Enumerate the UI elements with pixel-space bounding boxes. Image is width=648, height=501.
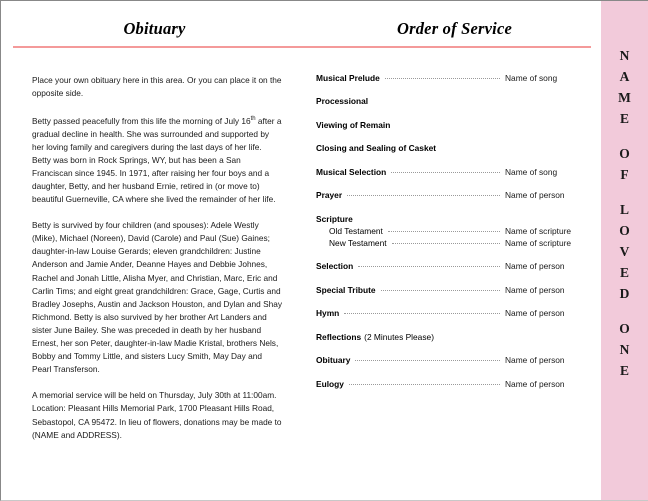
name-spine-panel: N A M E O F L O V E D O N E — [600, 1, 648, 500]
dot-leader — [355, 360, 500, 362]
spine-word-loved: L O V E D — [619, 199, 630, 304]
obituary-paragraph-1: Place your own obituary here in this are… — [32, 74, 282, 98]
dot-leader — [387, 231, 500, 233]
spine-letter: E — [619, 111, 629, 126]
service-item-obituary: Obituary Name of person — [316, 355, 591, 365]
dot-leader — [391, 171, 500, 173]
service-item-musical-prelude: Musical Prelude Name of song — [316, 73, 591, 83]
service-item-new-testament: New Testament Name of scripture — [316, 238, 591, 248]
spine-letter: V — [619, 244, 630, 259]
service-item-label: Processional — [316, 96, 369, 107]
dot-leader — [358, 266, 500, 268]
service-item-note: (2 Minutes Please) — [364, 331, 434, 342]
dot-leader — [384, 77, 500, 79]
spine-letter: E — [619, 265, 629, 280]
spine-letter: E — [619, 363, 629, 378]
service-item-value: Name of scripture — [505, 237, 572, 248]
service-item-value: Name of person — [505, 308, 565, 319]
service-item-label: New Testament — [329, 237, 387, 248]
service-item-value: Name of song — [505, 72, 558, 83]
spine-letter: O — [619, 146, 630, 161]
order-of-service-list: Musical Prelude Name of song Processiona… — [308, 48, 601, 389]
dot-leader — [344, 313, 500, 315]
spine-letter: F — [620, 167, 629, 182]
service-item-closing-and-sealing-of-casket: Closing and Sealing of Casket — [316, 143, 591, 153]
obituary-paragraph-4: A memorial service will be held on Thurs… — [32, 390, 282, 440]
spine-letter: O — [619, 321, 630, 336]
service-item-label: Eulogy — [316, 378, 344, 389]
dot-leader — [391, 242, 500, 244]
service-item-reflections: Reflections (2 Minutes Please) — [316, 332, 591, 342]
service-item-label: Musical Prelude — [316, 72, 380, 83]
spine-letter: O — [619, 223, 630, 238]
spine-letter: L — [619, 202, 629, 217]
service-item-value: Name of song — [505, 166, 558, 177]
service-item-label: Selection — [316, 261, 354, 272]
service-item-label: Musical Selection — [316, 166, 387, 177]
spine-letter: N — [619, 342, 630, 357]
spine-word-name: N A M E — [618, 45, 631, 129]
obituary-date-superscript: th — [250, 115, 256, 122]
service-item-hymn: Hymn Name of person — [316, 308, 591, 318]
service-item-musical-selection: Musical Selection Name of song — [316, 167, 591, 177]
service-item-value: Name of scripture — [505, 226, 572, 237]
obituary-paragraph-2: Betty passed peacefully from this life t… — [32, 113, 282, 206]
service-item-label: Scripture — [316, 213, 353, 224]
obituary-paragraph-2-before: Betty passed peacefully from this life t… — [32, 115, 251, 126]
spine-letter: M — [618, 90, 631, 105]
obituary-paragraph-3: Betty is survived by four children (and … — [32, 220, 282, 375]
dot-leader — [347, 195, 500, 197]
dot-leader — [348, 383, 500, 385]
service-item-label: Special Tribute — [316, 284, 376, 295]
spine-letter: A — [619, 69, 630, 84]
obituary-title: Obituary — [123, 19, 186, 38]
service-item-value: Name of person — [505, 190, 565, 201]
service-item-label: Reflections — [316, 331, 362, 342]
obituary-paragraph-2-after: after a gradual decline in health. She w… — [32, 115, 282, 205]
spine-word-one: O N E — [619, 318, 630, 381]
service-item-selection: Selection Name of person — [316, 261, 591, 271]
obituary-title-rule — [13, 46, 308, 48]
service-item-label: Hymn — [316, 308, 340, 319]
service-item-scripture: Scripture — [316, 214, 591, 224]
obituary-body: Place your own obituary here in this are… — [1, 48, 308, 442]
service-item-label: Prayer — [316, 190, 343, 201]
program-panels: Obituary Place your own obituary here in… — [1, 1, 601, 500]
service-item-value: Name of person — [505, 378, 565, 389]
spine-letter: D — [619, 286, 630, 301]
service-item-value: Name of person — [505, 284, 565, 295]
service-item-prayer: Prayer Name of person — [316, 190, 591, 200]
service-item-label: Viewing of Remain — [316, 119, 391, 130]
spine-word-of: O F — [619, 143, 630, 185]
spine-letter: N — [619, 48, 630, 63]
service-item-old-testament: Old Testament Name of scripture — [316, 226, 591, 236]
service-item-special-tribute: Special Tribute Name of person — [316, 285, 591, 295]
service-item-label: Old Testament — [329, 226, 383, 237]
service-item-eulogy: Eulogy Name of person — [316, 379, 591, 389]
service-item-label: Obituary — [316, 355, 351, 366]
obituary-panel: Obituary Place your own obituary here in… — [1, 1, 308, 500]
dot-leader — [380, 289, 500, 291]
spine-text-stack: N A M E O F L O V E D O N E — [618, 45, 631, 395]
order-of-service-title: Order of Service — [396, 19, 512, 38]
service-item-viewing-of-remain: Viewing of Remain — [316, 120, 591, 130]
order-of-service-title-rule — [308, 46, 591, 48]
service-item-label: Closing and Sealing of Casket — [316, 143, 437, 154]
service-item-value: Name of person — [505, 355, 565, 366]
order-of-service-panel: Order of Service Musical Prelude Name of… — [308, 1, 601, 500]
service-item-processional: Processional — [316, 96, 591, 106]
service-item-value: Name of person — [505, 261, 565, 272]
